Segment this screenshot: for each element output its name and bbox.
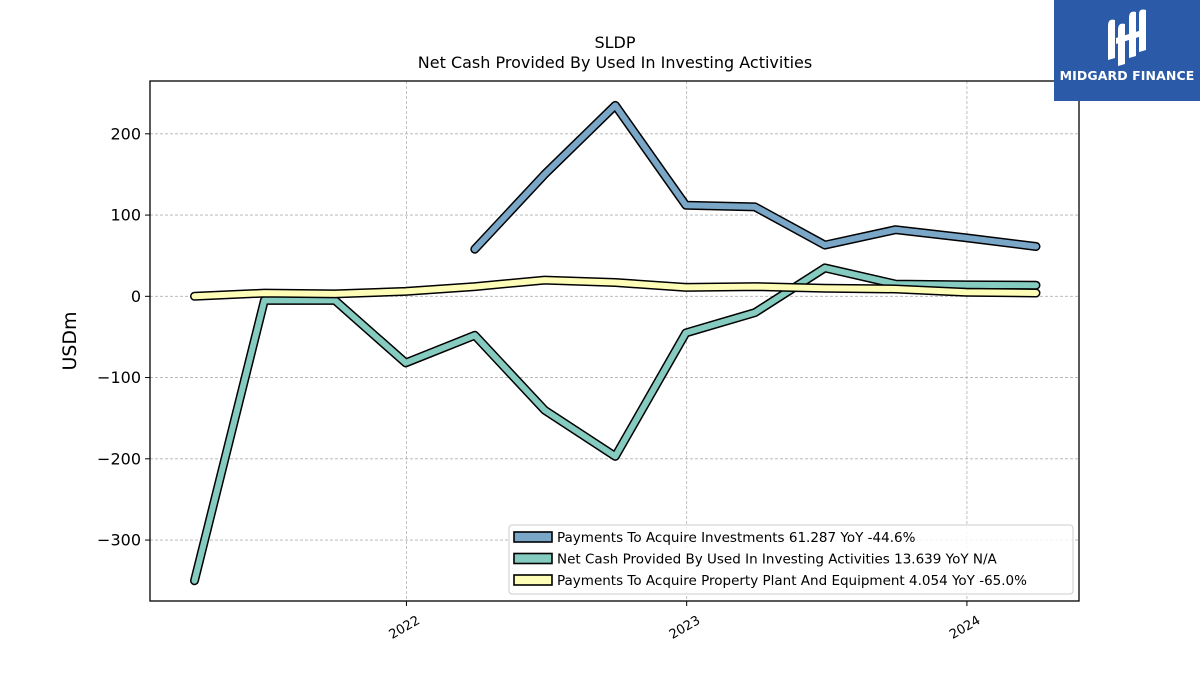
y-tick-label: 100 — [110, 206, 141, 225]
x-axis: 2022 2023 2024 — [387, 601, 983, 643]
y-axis-label: USDm — [59, 311, 81, 370]
midgard-finance-logo: MIDGARD FINANCE — [1054, 0, 1200, 101]
legend-swatch — [513, 531, 553, 543]
grid — [150, 81, 1079, 601]
x-tick-label: 2022 — [387, 613, 423, 643]
legend-label: Payments To Acquire Property Plant And E… — [557, 573, 1027, 589]
series-line — [191, 277, 1039, 300]
logo-text: MIDGARD FINANCE — [1059, 68, 1195, 83]
plot-frame — [149, 80, 1080, 602]
series-outline — [470, 100, 1041, 254]
legend-label: Payments To Acquire Investments 61.287 Y… — [557, 530, 916, 546]
legend: Payments To Acquire Investments 61.287 Y… — [508, 524, 1074, 595]
series-net-cash — [190, 263, 1041, 586]
series-line — [191, 264, 1039, 584]
series-ppe — [190, 275, 1041, 301]
legend-item-ppe: Payments To Acquire Property Plant And E… — [513, 573, 1027, 589]
x-tick-label: 2023 — [667, 613, 703, 643]
legend-swatch — [513, 552, 553, 565]
y-tick-label: 200 — [110, 124, 141, 143]
y-axis: −300 −200 −100 0 100 200 — [97, 124, 150, 550]
legend-swatch — [513, 574, 553, 586]
x-tick-label: 2024 — [947, 613, 983, 643]
legend-label: Net Cash Provided By Used In Investing A… — [557, 552, 998, 568]
legend-item-net-cash: Net Cash Provided By Used In Investing A… — [513, 552, 998, 568]
midgard-logo-icon — [1108, 9, 1146, 67]
series-investments — [470, 100, 1041, 254]
y-tick-label: −200 — [97, 449, 141, 468]
y-tick-label: −100 — [97, 368, 141, 387]
legend-box — [508, 524, 1074, 595]
legend-item-investments: Payments To Acquire Investments 61.287 Y… — [513, 530, 916, 546]
y-tick-label: −300 — [97, 531, 141, 550]
chart-subtitle: Net Cash Provided By Used In Investing A… — [418, 53, 812, 72]
y-tick-label: 0 — [131, 287, 141, 306]
series-line — [471, 102, 1039, 253]
series-layer — [190, 100, 1041, 586]
chart-title: SLDP — [594, 33, 635, 52]
